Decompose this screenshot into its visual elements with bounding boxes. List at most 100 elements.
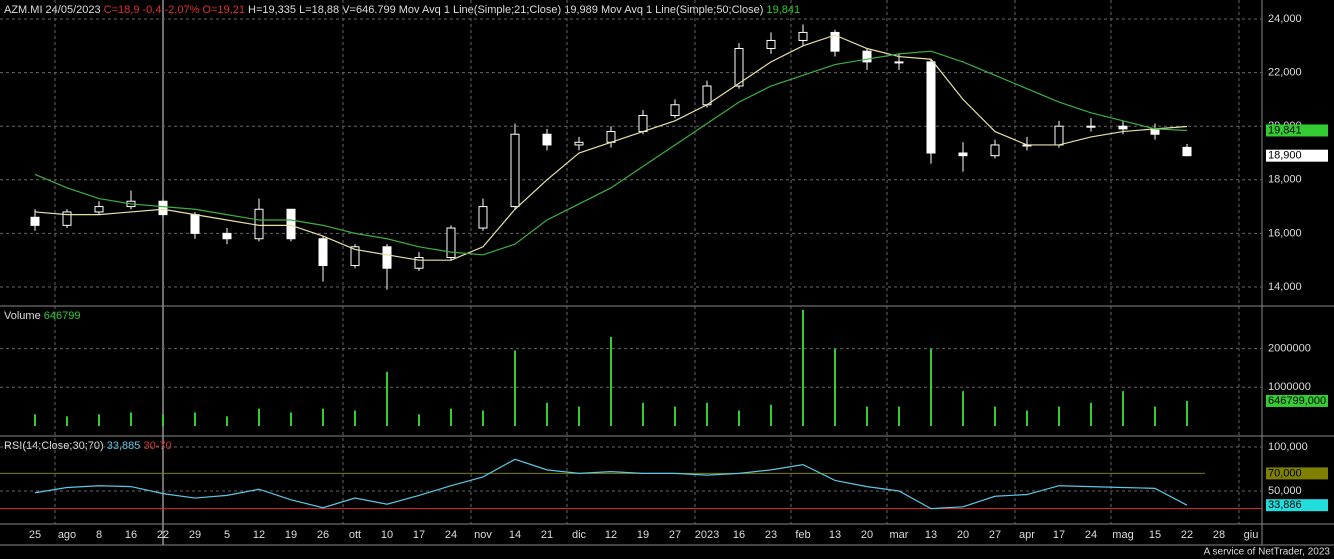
volume-bar — [34, 414, 36, 426]
volume-bar — [322, 408, 324, 426]
x-tick-label: 12 — [605, 529, 617, 541]
candle-body — [254, 208, 264, 240]
rsi-title: RSI(14;Close;30;70) 33,885 30-70 — [4, 440, 172, 452]
candle-body — [478, 206, 488, 229]
candle-body — [62, 211, 72, 226]
volume-bar — [418, 414, 420, 426]
x-tick-label: 22 — [157, 529, 169, 541]
rsi-range: 30-70 — [143, 440, 171, 452]
x-tick-label: dic — [572, 529, 587, 541]
rsi-line — [34, 458, 1188, 510]
candle-body — [350, 246, 360, 267]
candle-body — [670, 104, 680, 116]
header-quote: C=18,9 -0,4 -2,07% O=19,21 — [104, 4, 245, 16]
x-tick-label: 26 — [317, 529, 329, 541]
x-tick-label: 12 — [253, 529, 265, 541]
candle-body — [862, 50, 872, 63]
candle-body — [606, 131, 616, 143]
volume-bar — [1154, 406, 1156, 426]
candle-body — [702, 85, 712, 106]
candle-body — [446, 227, 456, 259]
candle-body — [926, 61, 936, 154]
volume-box — [1266, 394, 1328, 407]
candle-body — [190, 214, 200, 234]
price-box — [1266, 124, 1328, 137]
candle-body — [286, 208, 296, 240]
x-tick-label: 24 — [1085, 529, 1097, 541]
price-box — [1266, 149, 1328, 162]
volume-bar — [98, 414, 100, 426]
x-tick-label: 2023 — [695, 529, 719, 541]
x-tick-label: nov — [474, 529, 492, 541]
x-tick-label: mag — [1112, 529, 1133, 541]
volume-bar — [994, 406, 996, 426]
x-tick-label: 13 — [829, 529, 841, 541]
volume-bar — [290, 412, 292, 426]
volume-box-label: 646799,000 — [1268, 395, 1326, 407]
x-tick-label: 28 — [1213, 529, 1225, 541]
volume-bar — [1090, 402, 1092, 426]
candle-body — [94, 206, 104, 213]
candle-body — [574, 141, 584, 146]
x-tick-label: 20 — [957, 529, 969, 541]
candle-body — [158, 200, 168, 216]
x-tick-label: 16 — [733, 529, 745, 541]
volume-bar — [482, 410, 484, 426]
y-tick-label: 16,000 — [1268, 227, 1302, 239]
candle-body — [894, 61, 904, 64]
volume-bar — [1058, 406, 1060, 426]
moving-average — [34, 34, 1188, 261]
volume-bar — [66, 416, 68, 426]
candle-body — [1182, 146, 1192, 157]
volume-bar — [386, 371, 388, 426]
candle-body — [990, 144, 1000, 157]
candle-body — [510, 133, 520, 208]
x-tick-label: giu — [1244, 529, 1259, 541]
header-symbol: AZM.MI 24/05/2023 — [4, 4, 101, 16]
x-tick-label: 14 — [509, 529, 521, 541]
volume-bar — [1026, 410, 1028, 426]
header-ma50: 19,841 — [766, 4, 800, 16]
y-tick-label: 18,000 — [1268, 174, 1302, 186]
volume-bar — [258, 408, 260, 426]
volume-bar — [834, 348, 836, 426]
volume-bar — [130, 412, 132, 426]
y-tick-label: 50,000 — [1268, 485, 1302, 497]
candle-body — [766, 39, 776, 49]
x-tick-label: 10 — [381, 529, 393, 541]
candle-body — [734, 47, 744, 87]
candle-body — [798, 31, 808, 41]
candle-body — [542, 133, 552, 146]
price-box-label: 18,900 — [1268, 150, 1302, 162]
x-tick-label: 17 — [1053, 529, 1065, 541]
volume-bar — [930, 348, 932, 426]
x-tick-label: 27 — [669, 529, 681, 541]
candle-body — [1118, 125, 1128, 130]
candle-body — [382, 246, 392, 269]
x-tick-label: 5 — [224, 529, 230, 541]
x-tick-label: 25 — [29, 529, 41, 541]
candle-body — [958, 152, 968, 157]
y-tick-label: 24,000 — [1268, 13, 1302, 25]
x-tick-label: 8 — [96, 529, 102, 541]
x-tick-label: feb — [795, 529, 810, 541]
volume-bar — [674, 406, 676, 426]
y-tick-label: 100,000 — [1268, 441, 1308, 453]
x-tick-label: 29 — [189, 529, 201, 541]
volume-bar — [610, 336, 612, 426]
candle-body — [638, 114, 648, 133]
volume-bar — [866, 406, 868, 426]
volume-bar — [1122, 391, 1124, 426]
candle-body — [222, 232, 232, 240]
x-tick-label: mar — [890, 529, 909, 541]
header-rest: H=19,335 L=18,88 V=646.799 Mov Avq 1 Lin… — [248, 4, 763, 16]
candle-body — [830, 31, 840, 52]
x-tick-label: ott — [349, 529, 361, 541]
rsi-level-box-label: 70,000 — [1268, 467, 1302, 479]
y-tick-label: 14,000 — [1268, 281, 1302, 293]
volume-bar — [1186, 400, 1188, 426]
volume-bar — [738, 410, 740, 426]
footer: A service of NetTrader, 2023 — [1204, 547, 1331, 558]
